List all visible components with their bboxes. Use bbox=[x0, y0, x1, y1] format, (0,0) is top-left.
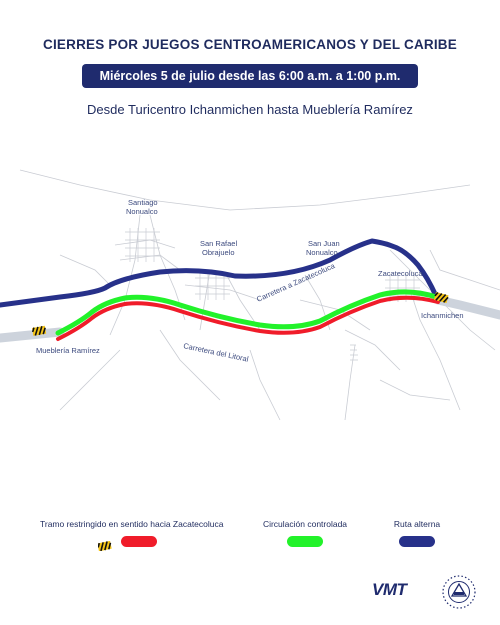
barrier-icon-muebleria bbox=[31, 325, 47, 336]
legend-alternate-label: Ruta alterna bbox=[393, 519, 441, 529]
label-san-rafael-2: Obrajuelo bbox=[202, 248, 235, 257]
page-title: CIERRES POR JUEGOS CENTROAMERICANOS Y DE… bbox=[43, 37, 457, 52]
barrier-icon-ichanmichen bbox=[433, 291, 449, 304]
label-zacatecoluca: Zacatecoluca bbox=[378, 269, 423, 278]
closure-map[interactable]: Santiago Nonualco San Rafael Obrajuelo S… bbox=[0, 130, 500, 460]
legend-controlled: Circulación controlada bbox=[245, 519, 365, 552]
town-grid-sanrafael bbox=[195, 272, 230, 300]
legend-controlled-label: Circulación controlada bbox=[262, 519, 348, 529]
barrier-icon bbox=[98, 541, 112, 552]
label-ichanmichen: Ichanmichen bbox=[421, 311, 464, 320]
alternate-route-line[interactable] bbox=[0, 238, 439, 308]
label-san-rafael-1: San Rafael bbox=[200, 239, 237, 248]
legend-alternate-swatch bbox=[399, 536, 435, 547]
legend-controlled-swatch bbox=[287, 536, 323, 547]
vmt-logo: VMT bbox=[372, 580, 407, 599]
label-carretera-litoral: Carretera del Litoral bbox=[183, 341, 250, 364]
restricted-route-line[interactable] bbox=[56, 295, 440, 341]
government-seal-icon bbox=[442, 575, 476, 609]
route-subtitle: Desde Turicentro Ichanmichen hasta Muebl… bbox=[87, 102, 413, 117]
label-carretera-zacatecoluca: Carretera a Zacatecoluca bbox=[255, 261, 337, 304]
label-san-juan-1: San Juan bbox=[308, 239, 340, 248]
label-san-juan-2: Nonualco bbox=[306, 248, 338, 257]
label-muebleria-ramirez: Mueblería Ramírez bbox=[36, 346, 100, 355]
label-santiago-nonualco-1: Santiago bbox=[128, 198, 158, 207]
highway-base-west bbox=[0, 327, 65, 343]
crossing-marks bbox=[350, 344, 358, 361]
label-santiago-nonualco-2: Nonualco bbox=[126, 207, 158, 216]
controlled-route-line[interactable] bbox=[55, 289, 439, 336]
town-grid-santiago bbox=[125, 228, 160, 262]
legend-restricted-label: Tramo restringido en sentido hacia Zacat… bbox=[40, 519, 224, 529]
legend-restricted-swatch bbox=[120, 536, 157, 547]
date-banner: Miércoles 5 de julio desde las 6:00 a.m.… bbox=[82, 64, 418, 88]
legend-restricted: Tramo restringido en sentido hacia Zacat… bbox=[40, 519, 224, 552]
highway-base-east bbox=[433, 295, 500, 320]
legend-alternate: Ruta alterna bbox=[372, 519, 462, 552]
